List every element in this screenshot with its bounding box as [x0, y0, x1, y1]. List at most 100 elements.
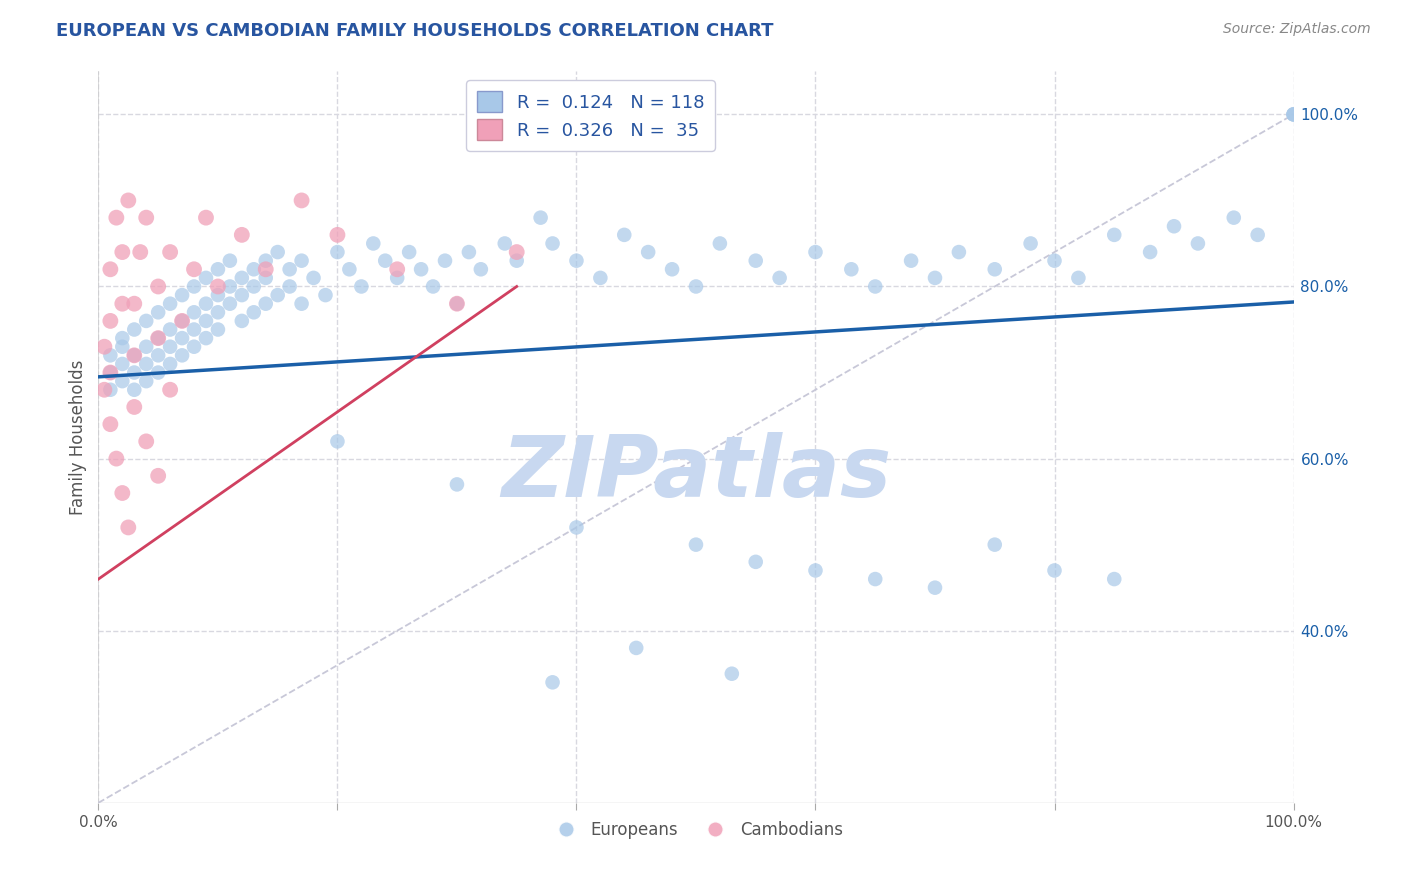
Point — [219, 296, 242, 310]
Point — [148, 279, 170, 293]
Point — [1104, 572, 1126, 586]
Point — [124, 322, 146, 336]
Point — [124, 348, 146, 362]
Point — [195, 296, 218, 310]
Point — [745, 555, 768, 569]
Point — [745, 253, 768, 268]
Point — [172, 314, 194, 328]
Point — [1104, 227, 1126, 242]
Point — [111, 357, 134, 371]
Point — [661, 262, 683, 277]
Point — [207, 288, 229, 302]
Point — [434, 253, 457, 268]
Point — [1139, 245, 1161, 260]
Point — [411, 262, 433, 277]
Point — [135, 211, 157, 225]
Point — [172, 348, 194, 362]
Point — [1282, 107, 1305, 121]
Point — [124, 400, 146, 414]
Point — [148, 331, 170, 345]
Point — [768, 271, 790, 285]
Point — [159, 296, 181, 310]
Point — [291, 253, 314, 268]
Point — [183, 279, 205, 293]
Point — [685, 538, 707, 552]
Point — [326, 434, 349, 449]
Point — [207, 262, 229, 277]
Point — [291, 296, 314, 310]
Point — [148, 366, 170, 380]
Point — [111, 486, 134, 500]
Text: ZIPatlas: ZIPatlas — [501, 432, 891, 516]
Point — [159, 245, 181, 260]
Point — [117, 520, 139, 534]
Point — [183, 305, 205, 319]
Point — [254, 271, 277, 285]
Point — [231, 288, 253, 302]
Point — [243, 262, 266, 277]
Point — [172, 288, 194, 302]
Point — [626, 640, 648, 655]
Point — [172, 331, 194, 345]
Point — [446, 296, 468, 310]
Point — [231, 314, 253, 328]
Point — [172, 314, 194, 328]
Point — [385, 262, 409, 277]
Point — [98, 314, 122, 328]
Point — [159, 322, 181, 336]
Point — [219, 279, 242, 293]
Point — [1163, 219, 1185, 234]
Point — [637, 245, 659, 260]
Point — [613, 227, 636, 242]
Point — [541, 675, 564, 690]
Point — [124, 348, 146, 362]
Point — [589, 271, 612, 285]
Point — [374, 253, 396, 268]
Text: EUROPEAN VS CAMBODIAN FAMILY HOUSEHOLDS CORRELATION CHART: EUROPEAN VS CAMBODIAN FAMILY HOUSEHOLDS … — [56, 22, 773, 40]
Point — [315, 288, 337, 302]
Point — [98, 262, 122, 277]
Point — [98, 417, 122, 432]
Point — [93, 340, 115, 354]
Point — [129, 245, 152, 260]
Point — [243, 279, 266, 293]
Point — [124, 296, 146, 310]
Point — [709, 236, 731, 251]
Point — [111, 374, 134, 388]
Point — [219, 253, 242, 268]
Point — [1043, 253, 1066, 268]
Point — [302, 271, 325, 285]
Point — [183, 262, 205, 277]
Point — [1019, 236, 1042, 251]
Point — [135, 374, 157, 388]
Point — [231, 227, 253, 242]
Point — [135, 340, 157, 354]
Point — [195, 314, 218, 328]
Point — [148, 348, 170, 362]
Point — [195, 271, 218, 285]
Point — [458, 245, 481, 260]
Point — [254, 262, 277, 277]
Y-axis label: Family Households: Family Households — [69, 359, 87, 515]
Point — [339, 262, 361, 277]
Point — [350, 279, 373, 293]
Point — [291, 194, 314, 208]
Point — [1282, 107, 1305, 121]
Point — [685, 279, 707, 293]
Point — [1043, 564, 1066, 578]
Point — [111, 296, 134, 310]
Point — [804, 245, 827, 260]
Point — [326, 245, 349, 260]
Point — [98, 348, 122, 362]
Point — [267, 245, 290, 260]
Point — [135, 434, 157, 449]
Point — [98, 366, 122, 380]
Point — [111, 331, 134, 345]
Point — [1067, 271, 1090, 285]
Point — [422, 279, 444, 293]
Point — [1187, 236, 1209, 251]
Point — [565, 520, 588, 534]
Point — [105, 451, 128, 466]
Point — [924, 271, 946, 285]
Point — [924, 581, 946, 595]
